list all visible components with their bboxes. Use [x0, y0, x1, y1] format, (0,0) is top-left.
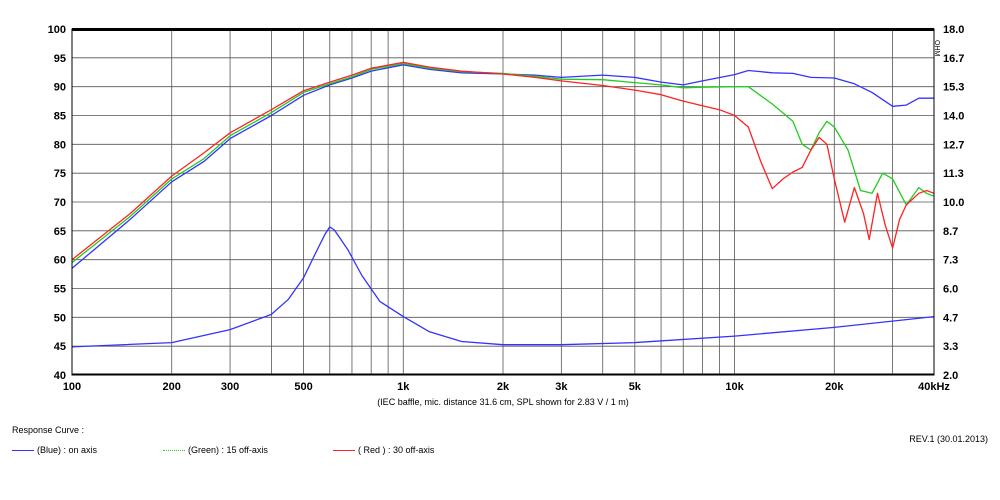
- y-right-tick-label: 6.0: [943, 284, 958, 296]
- series-line-red: [71, 61, 935, 261]
- x-tick-label: 40kHz: [918, 381, 950, 393]
- x-tick-label: 20k: [825, 381, 844, 393]
- legend-title: Response Curve :: [12, 425, 85, 435]
- y-left-tick-label: 100: [48, 24, 66, 36]
- y-right-tick-label: 15.3: [943, 82, 964, 94]
- legend-label-green: (Green) : 15 off-axis: [188, 445, 268, 455]
- x-tick-label: 2k: [497, 381, 510, 393]
- y-right-tick-label: 8.7: [943, 226, 958, 238]
- x-axis-caption: (IEC baffle, mic. distance 31.6 cm, SPL …: [377, 397, 629, 407]
- y-left-tick-label: 60: [54, 255, 66, 267]
- legend-swatch-blue: [12, 449, 34, 451]
- y-right-tick-label: 12.7: [943, 139, 964, 151]
- y-left-tick-label: 55: [54, 284, 66, 296]
- legend-item-red: ( Red ) : 30 off-axis: [333, 445, 434, 455]
- y-right-tick-label: 7.3: [943, 255, 958, 267]
- x-tick-label: 200: [163, 381, 181, 393]
- legend-label-red: ( Red ) : 30 off-axis: [358, 445, 435, 455]
- legend-label-blue: (Blue) : on axis: [37, 445, 98, 455]
- series-group: [71, 61, 935, 348]
- y-left-tick-label: 95: [54, 53, 66, 65]
- y-right-tick-label: 16.7: [943, 53, 964, 65]
- x-tick-label: 500: [294, 381, 312, 393]
- y-right-tick-label: 18.0: [943, 24, 964, 36]
- impedance-curve: [71, 226, 935, 348]
- legend-item-green: (Green) : 15 off-axis: [163, 445, 268, 455]
- x-tick-label: 300: [221, 381, 239, 393]
- legend-swatch-red: [333, 449, 355, 451]
- y-left-tick-label: 85: [54, 111, 66, 123]
- y-left-tick-label: 80: [54, 139, 66, 151]
- x-tick-label: 5k: [629, 381, 642, 393]
- series-line-green: [71, 62, 935, 264]
- legend-item-blue: (Blue) : on axis: [12, 445, 97, 455]
- y-right-tick-label: 11.3: [943, 168, 964, 180]
- x-tick-label: 3k: [555, 381, 568, 393]
- y-left-tick-label: 65: [54, 226, 66, 238]
- y-left-tick-label: 45: [54, 341, 66, 353]
- y-left-tick-label: 75: [54, 168, 66, 180]
- x-tick-label: 1k: [397, 381, 410, 393]
- y-left-tick-label: 70: [54, 197, 66, 209]
- x-tick-label: 100: [63, 381, 81, 393]
- y-left-tick-label: 50: [54, 312, 66, 324]
- y-left-tick-label: 40: [54, 370, 66, 382]
- legend-swatch-green: [163, 449, 185, 451]
- x-tick-label: 10k: [725, 381, 744, 393]
- y-right-tick-label: 2.0: [943, 370, 958, 382]
- y-left-tick-label: 90: [54, 82, 66, 94]
- y-right-tick-label: 14.0: [943, 111, 964, 123]
- right-axis-unit: OHM: [933, 40, 940, 57]
- y-right-tick-label: 4.7: [943, 312, 958, 324]
- series-line-blue: [71, 64, 934, 269]
- revision-note: REV.1 (30.01.2013): [909, 434, 988, 444]
- y-right-tick-label: 10.0: [943, 197, 964, 209]
- response-chart: 100 200 300 500 1k 2k 3k 5k 10k 20k 40kHz 40 45 50 55 6…: [48, 24, 965, 407]
- tick-labels: 100 200 300 500 1k 2k 3k 5k 10k 20k 40kHz 40 45 50 55 6…: [48, 24, 965, 393]
- y-right-tick-label: 3.3: [943, 341, 958, 353]
